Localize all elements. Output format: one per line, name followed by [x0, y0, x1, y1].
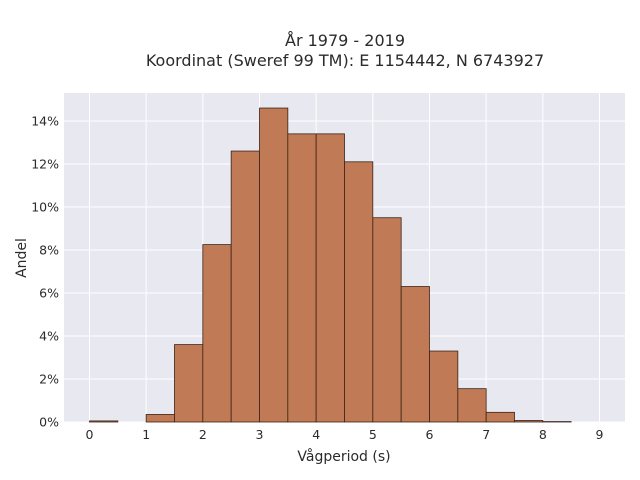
histogram-bar — [344, 161, 374, 423]
y-tick-label: 2% — [39, 371, 59, 386]
histogram-bar — [315, 133, 345, 423]
chart-title-line-1: År 1979 - 2019 — [285, 31, 405, 50]
x-axis-title: Vågperiod (s) — [297, 448, 390, 465]
x-tick-label: 6 — [426, 427, 434, 442]
x-tick-label: 3 — [256, 427, 264, 442]
y-tick-label: 10% — [31, 199, 59, 214]
histogram-bar — [400, 286, 430, 423]
histogram-bar — [259, 107, 289, 423]
y-tick-label: 8% — [39, 242, 59, 257]
y-tick-label: 0% — [39, 415, 59, 430]
x-axis-ticks: 0 1 2 3 4 5 6 7 8 9 — [86, 427, 604, 442]
x-tick-label: 7 — [482, 427, 490, 442]
y-axis-ticks: 0% 2% 4% 6% 8% 10% 12% 14% — [31, 113, 59, 429]
y-axis-title: Andel — [14, 238, 30, 278]
x-tick-label: 8 — [539, 427, 547, 442]
y-tick-label: 6% — [39, 285, 59, 300]
chart-title-line-2: Koordinat (Sweref 99 TM): E 1154442, N 6… — [146, 51, 544, 70]
histogram-bar — [89, 420, 119, 423]
x-tick-label: 2 — [199, 427, 207, 442]
y-tick-label: 14% — [31, 113, 59, 128]
histogram-bar — [429, 350, 459, 423]
histogram-bar — [202, 244, 232, 423]
histogram-bar — [145, 414, 175, 423]
x-tick-label: 4 — [312, 427, 320, 442]
x-tick-label: 0 — [86, 427, 94, 442]
x-tick-label: 9 — [596, 427, 604, 442]
x-tick-label: 1 — [142, 427, 150, 442]
bars — [89, 107, 572, 423]
histogram-bar — [230, 150, 260, 423]
histogram-bar — [514, 420, 544, 423]
x-tick-label: 5 — [369, 427, 377, 442]
histogram-bar — [174, 344, 204, 423]
histogram-bar — [287, 133, 317, 423]
y-tick-label: 12% — [31, 156, 59, 171]
histogram-bar — [372, 217, 402, 423]
histogram-bar — [485, 411, 515, 423]
histogram-bar — [457, 388, 487, 423]
y-tick-label: 4% — [39, 328, 59, 343]
